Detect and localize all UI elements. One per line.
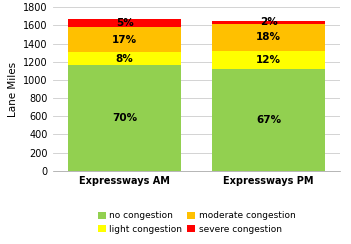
Bar	[68, 65, 181, 171]
Text: 8%: 8%	[116, 54, 133, 63]
Bar	[212, 51, 325, 69]
Legend: no congestion, light congestion, moderate congestion, severe congestion: no congestion, light congestion, moderat…	[98, 211, 296, 234]
Bar	[68, 19, 181, 27]
Text: 67%: 67%	[256, 115, 281, 125]
Bar	[68, 27, 181, 52]
Text: 70%: 70%	[112, 113, 137, 123]
Y-axis label: Lane Miles: Lane Miles	[8, 61, 18, 117]
Text: 5%: 5%	[116, 18, 133, 28]
Text: 12%: 12%	[256, 55, 281, 65]
Bar	[68, 52, 181, 65]
Bar	[212, 21, 325, 24]
Bar	[212, 24, 325, 51]
Bar	[212, 69, 325, 171]
Text: 2%: 2%	[260, 17, 277, 27]
Text: 18%: 18%	[256, 32, 281, 42]
Text: 17%: 17%	[112, 35, 137, 45]
